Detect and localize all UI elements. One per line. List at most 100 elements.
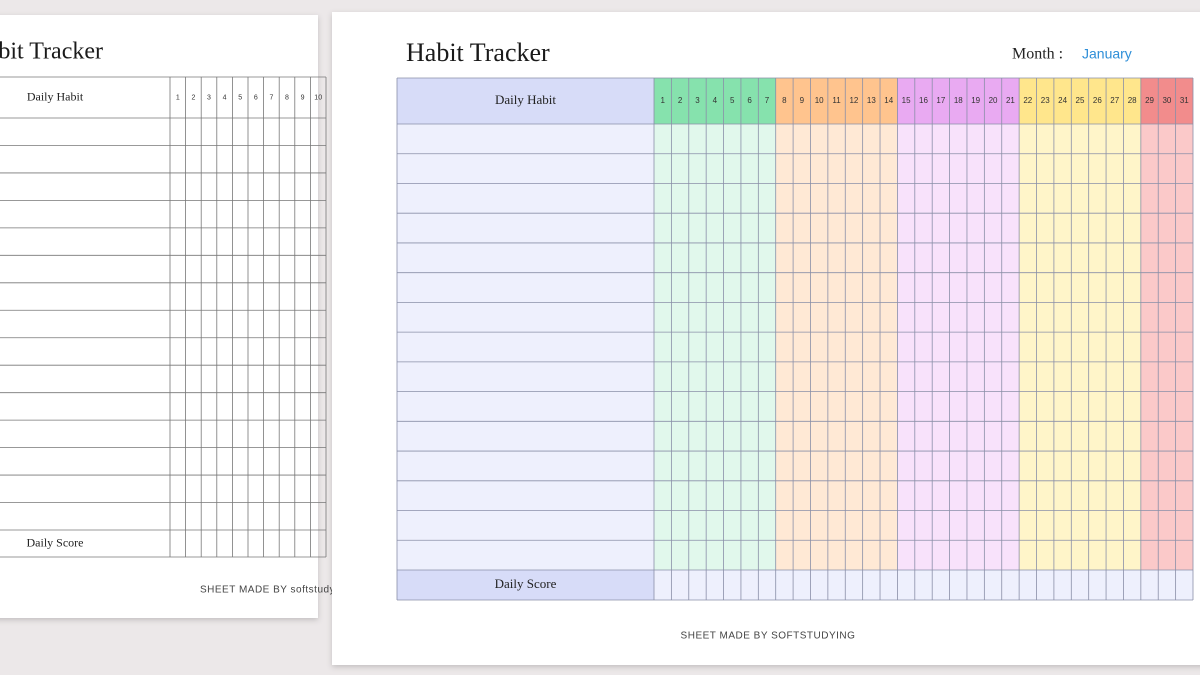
day-header-cell xyxy=(1071,78,1089,124)
day-number: 16 xyxy=(919,96,928,105)
day-column xyxy=(775,124,794,570)
day-column xyxy=(654,124,672,570)
day-score-cell xyxy=(880,570,898,600)
day-header-cell xyxy=(793,78,811,124)
day-number: 4 xyxy=(713,96,718,105)
day-number: 19 xyxy=(971,96,980,105)
day-column xyxy=(1123,124,1141,570)
day-column xyxy=(827,124,846,570)
day-header-cell xyxy=(1053,78,1072,124)
day-header-cell xyxy=(862,78,881,124)
day-number: 25 xyxy=(1076,96,1085,105)
day-column xyxy=(1088,124,1107,570)
day-number: 24 xyxy=(1058,96,1067,105)
day-column xyxy=(914,124,933,570)
day-header-cell xyxy=(880,78,898,124)
day-header-cell xyxy=(688,78,707,124)
day-column xyxy=(984,124,1002,570)
day-score-cell xyxy=(1123,570,1141,600)
day-number: 30 xyxy=(1162,96,1171,105)
footer-label: Daily Score xyxy=(495,576,557,591)
day-column xyxy=(845,124,863,570)
day-number: 9 xyxy=(800,96,805,105)
day-header-cell xyxy=(723,78,741,124)
day-number: 13 xyxy=(867,96,876,105)
day-header-cell xyxy=(1123,78,1141,124)
day-header-cell xyxy=(758,78,776,124)
credit: SHEET MADE BY softstudying xyxy=(200,585,350,596)
day-number: 6 xyxy=(254,94,258,101)
day-column xyxy=(897,124,915,570)
day-number: 8 xyxy=(782,96,787,105)
day-number: 3 xyxy=(695,96,700,105)
day-header-cell xyxy=(654,78,672,124)
month-label: Month : xyxy=(1012,46,1063,63)
day-number: 21 xyxy=(1006,96,1015,105)
day-header-cell xyxy=(1019,78,1037,124)
day-number: 12 xyxy=(849,96,858,105)
day-score-cell xyxy=(671,570,689,600)
day-number: 11 xyxy=(832,96,841,105)
day-number: 28 xyxy=(1128,96,1137,105)
header-label: Daily Habit xyxy=(27,89,84,103)
habit-column xyxy=(397,124,654,570)
day-column xyxy=(1140,124,1159,570)
day-header-cell xyxy=(1106,78,1124,124)
day-header-cell xyxy=(845,78,863,124)
day-score-cell xyxy=(1001,570,1020,600)
day-column xyxy=(793,124,811,570)
day-score-cell xyxy=(845,570,863,600)
day-number: 26 xyxy=(1093,96,1102,105)
day-number: 1 xyxy=(176,94,180,101)
day-header-cell xyxy=(810,78,828,124)
day-column xyxy=(862,124,881,570)
day-column xyxy=(966,124,985,570)
day-number: 3 xyxy=(207,94,211,101)
day-score-cell xyxy=(1071,570,1089,600)
day-column xyxy=(688,124,707,570)
day-score-cell xyxy=(1088,570,1107,600)
day-header-cell xyxy=(984,78,1002,124)
month-value: January xyxy=(1082,46,1132,62)
day-column xyxy=(758,124,776,570)
day-header-cell xyxy=(827,78,846,124)
day-header-cell xyxy=(1158,78,1176,124)
day-number: 5 xyxy=(238,94,242,101)
day-column xyxy=(1036,124,1054,570)
day-header-cell xyxy=(966,78,985,124)
day-column xyxy=(949,124,967,570)
day-column xyxy=(932,124,950,570)
day-header-cell xyxy=(949,78,967,124)
day-score-cell xyxy=(932,570,950,600)
day-number: 18 xyxy=(954,96,963,105)
day-number: 20 xyxy=(989,96,998,105)
day-score-cell xyxy=(966,570,985,600)
day-number: 27 xyxy=(1110,96,1119,105)
score-label-cell xyxy=(397,570,654,600)
day-header-cell xyxy=(1088,78,1107,124)
score-label-cell xyxy=(0,530,170,557)
day-column xyxy=(706,124,724,570)
day-number: 10 xyxy=(314,94,322,101)
day-header-cell xyxy=(775,78,794,124)
footer-label: Daily Score xyxy=(27,535,84,549)
day-number: 14 xyxy=(884,96,893,105)
day-column xyxy=(1175,124,1193,570)
day-score-cell xyxy=(706,570,724,600)
day-number: 17 xyxy=(936,96,945,105)
day-header-cell xyxy=(932,78,950,124)
day-score-cell xyxy=(1053,570,1072,600)
day-number: 4 xyxy=(223,94,227,101)
day-number: 29 xyxy=(1145,96,1154,105)
day-score-cell xyxy=(1106,570,1124,600)
day-number: 23 xyxy=(1041,96,1050,105)
day-score-cell xyxy=(758,570,776,600)
day-column xyxy=(810,124,828,570)
day-column xyxy=(723,124,741,570)
day-score-cell xyxy=(914,570,933,600)
day-number: 31 xyxy=(1180,96,1189,105)
day-score-cell xyxy=(984,570,1002,600)
day-number: 7 xyxy=(269,94,273,101)
